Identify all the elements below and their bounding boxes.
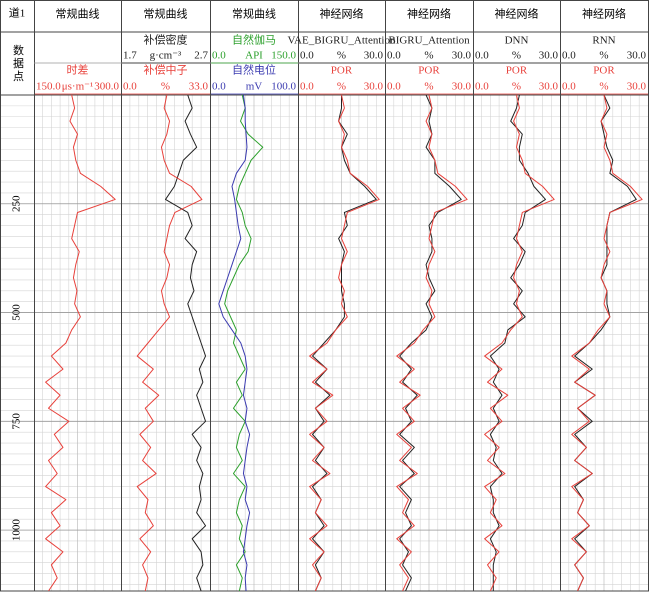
scale-unit: % (337, 50, 346, 62)
track-title: 神经网络 (582, 7, 626, 21)
scale-unit: g·cm⁻³ (150, 50, 182, 62)
depth-tick-label: 500 (11, 304, 23, 321)
log-curve (224, 95, 264, 591)
scale-min-label: 0.0 (387, 81, 401, 93)
curve-name: BIGRU_Attention (388, 35, 470, 47)
scale-min-label: 0.0 (562, 50, 576, 62)
log-curve (489, 95, 546, 591)
depth-tick-label: 250 (11, 195, 23, 212)
log-curve (45, 95, 116, 591)
scale-unit: % (161, 81, 170, 93)
curve-name: POR (331, 65, 353, 77)
curve-name: POR (418, 65, 440, 77)
scale-max-label: 30.0 (364, 81, 384, 93)
scale-min-label: 0.0 (300, 50, 314, 62)
scale-max-label: 30.0 (364, 50, 384, 62)
depth-tick-label: 1000 (11, 519, 23, 542)
log-curve (218, 95, 251, 591)
scale-min-label: 0.0 (475, 50, 489, 62)
log-curve (312, 95, 377, 591)
log-curve (396, 95, 468, 591)
track-title: 常规曲线 (56, 7, 100, 21)
scale-max-label: 300.0 (94, 81, 119, 93)
curve-name: RNN (592, 35, 615, 47)
log-curve (399, 95, 462, 591)
scale-unit: % (424, 50, 433, 62)
scale-unit: % (424, 81, 433, 93)
scale-max-label: 30.0 (539, 50, 559, 62)
log-curve (309, 95, 380, 591)
curve-name: 时差 (67, 63, 89, 77)
scale-unit: % (512, 81, 521, 93)
scale-max-label: 30.0 (627, 81, 647, 93)
scale-max-label: 2.7 (194, 50, 208, 62)
scale-min-label: 0.0 (475, 81, 489, 93)
curve-name: 补偿中子 (144, 63, 188, 77)
scale-max-label: 150.0 (271, 50, 296, 62)
scale-max-label: 30.0 (627, 50, 647, 62)
scale-max-label: 30.0 (539, 81, 559, 93)
scale-min-label: 0.0 (300, 81, 314, 93)
scale-unit: μs·m⁻¹ (62, 81, 94, 93)
scale-min-label: 150.0 (36, 81, 61, 93)
log-curve (574, 95, 637, 591)
track-title: 神经网络 (495, 7, 539, 21)
scale-min-label: 0.0 (212, 81, 226, 93)
log-curve (165, 95, 207, 591)
curve-name: POR (593, 65, 615, 77)
depth-tick-label: 750 (11, 413, 23, 430)
track-frame (0, 0, 35, 592)
scale-unit: mV (246, 81, 263, 93)
curve-name: 自然电位 (232, 63, 276, 77)
scale-max-label: 100.0 (271, 81, 296, 93)
scale-max-label: 33.0 (189, 81, 209, 93)
log-curve (571, 95, 643, 591)
scale-unit: % (599, 81, 608, 93)
depth-axis-label: 数据点 (11, 44, 24, 83)
scale-unit: % (337, 81, 346, 93)
curve-name: POR (506, 65, 528, 77)
curve-name: 自然伽马 (232, 33, 276, 47)
scale-unit: API (245, 50, 263, 62)
curve-name: DNN (505, 35, 529, 47)
curve-name: VAE_BIGRU_Attention (288, 35, 396, 47)
depth-track-title: 道1 (9, 6, 26, 20)
track-title: 神经网络 (407, 7, 451, 21)
scale-max-label: 30.0 (452, 81, 472, 93)
track-frame (560, 0, 649, 592)
scale-min-label: 1.7 (123, 50, 137, 62)
log-curve (136, 95, 203, 591)
curve-name: 补偿密度 (144, 33, 188, 47)
scale-unit: % (512, 50, 521, 62)
track-title: 常规曲线 (144, 7, 188, 21)
scale-min-label: 0.0 (387, 50, 401, 62)
scale-min-label: 0.0 (123, 81, 137, 93)
log-curve (484, 95, 555, 591)
scale-min-label: 0.0 (562, 81, 576, 93)
track-title: 神经网络 (320, 7, 364, 21)
scale-max-label: 30.0 (452, 50, 472, 62)
scale-min-label: 0.0 (212, 50, 226, 62)
scale-unit: % (599, 50, 608, 62)
track-title: 常规曲线 (232, 7, 276, 21)
